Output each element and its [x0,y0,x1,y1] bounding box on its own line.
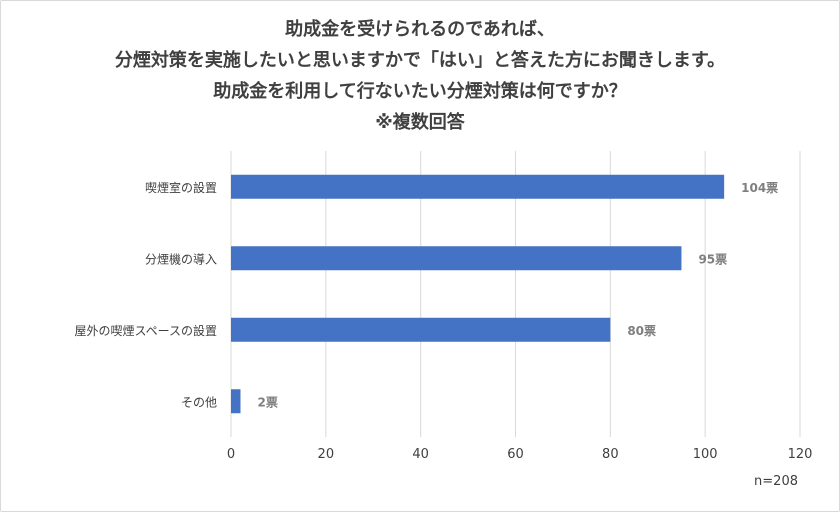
x-tick-label: 60 [507,447,524,462]
x-tick-label: 0 [227,447,235,462]
bar [231,246,682,271]
category-label: 分煙機の導入 [145,251,217,266]
category-label: 屋外の喫煙スペースの設置 [74,323,217,338]
data-label: 80票 [627,324,656,338]
title-line-3: 助成金を利用して行ないたい分煙対策は何ですか？ [213,81,627,102]
title-line-1: 助成金を受けられるのであれば、 [285,19,555,40]
bars [231,174,725,414]
sample-size-note: n=208 [754,474,798,489]
category-label: 喫煙室の設置 [145,180,217,195]
x-tick-label: 120 [788,447,813,462]
bar [231,174,725,199]
x-tick-label: 80 [602,447,619,462]
data-label: 95票 [698,252,727,266]
data-label: 104票 [741,181,778,195]
title-line-4: ※複数回答 [375,112,465,133]
category-label: その他 [181,395,217,409]
x-tick-label: 20 [318,447,335,462]
x-tick-label: 40 [412,447,429,462]
chart-title: 助成金を受けられるのであれば、 分煙対策を実施したいと思いますかで「はい」と答え… [0,14,840,138]
data-label: 2票 [257,395,277,409]
bar [231,389,241,414]
x-tick-labels: 0 20 40 60 80 100 120 [227,447,813,462]
value-labels: 104票 95票 80票 2票 [257,181,778,410]
x-tick-label: 100 [693,447,718,462]
bar [231,317,611,342]
title-line-2: 分煙対策を実施したいと思いますかで「はい」と答えた方にお聞きします。 [114,50,726,71]
